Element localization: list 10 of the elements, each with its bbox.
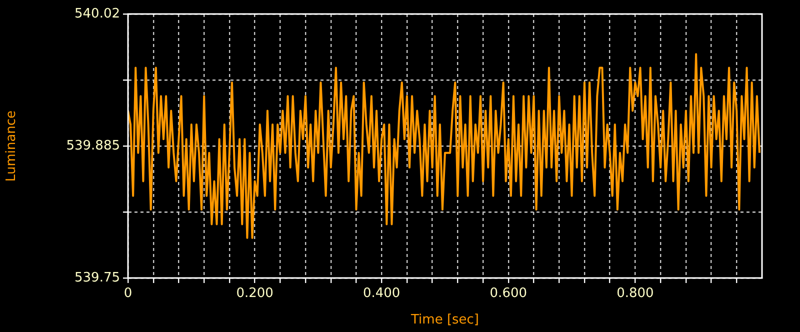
x-axis-title: Time [sec] [410,312,480,328]
y-tick-label: 539.75 [74,270,120,286]
x-tick-label: 0 [124,286,132,302]
x-tick-label: 0.800 [616,286,654,302]
x-tick-label: 0.600 [490,286,528,302]
x-tick-label: 0.400 [362,286,400,302]
x-tick-label: 0.200 [236,286,274,302]
y-tick-label: 540.02 [74,6,120,22]
y-tick-label: 539.885 [66,138,120,154]
y-axis-title: Luminance [4,110,20,182]
